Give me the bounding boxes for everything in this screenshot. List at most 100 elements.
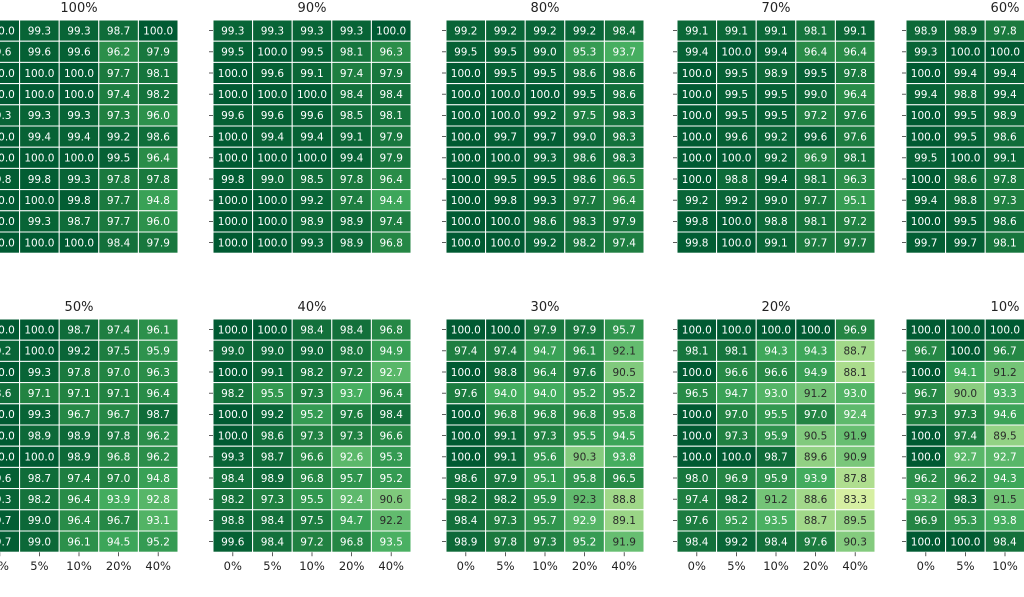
- cell-value-label: 100.0: [682, 409, 712, 421]
- cell-value-label: 99.5: [533, 174, 556, 186]
- cell-value-label: 96.4: [533, 367, 557, 379]
- cell-value-label: 100.0: [0, 216, 15, 228]
- cell-value-label: 98.6: [573, 153, 597, 165]
- panel-title: 80%: [531, 1, 560, 16]
- cell-value-label: 90.6: [380, 494, 404, 506]
- cell-value-label: 99.4: [67, 131, 91, 143]
- cell-value-label: 95.2: [300, 409, 323, 421]
- cell-value-label: 97.3: [914, 409, 937, 421]
- cell-value-label: 100.0: [451, 452, 481, 464]
- cell-value-label: 99.2: [261, 409, 284, 421]
- cell-value-label: 98.9: [28, 430, 51, 442]
- cell-value-label: 98.6: [993, 216, 1017, 228]
- cell-value-label: 100.0: [721, 452, 751, 464]
- cell-value-label: 100.0: [218, 89, 248, 101]
- cell-value-label: 97.9: [380, 68, 403, 80]
- cell-value-label: 99.4: [914, 89, 938, 101]
- cell-value-label: 97.4: [954, 430, 978, 442]
- cell-value-label: 99.4: [300, 131, 324, 143]
- cell-value-label: 99.1: [494, 452, 517, 464]
- cell-value-label: 100.0: [218, 68, 248, 80]
- cell-value-label: 99.3: [0, 110, 11, 122]
- cell-value-label: 97.2: [340, 367, 363, 379]
- cell-value-label: 93.9: [107, 494, 130, 506]
- cell-value-label: 98.7: [67, 324, 90, 336]
- cell-value-label: 100.0: [721, 153, 751, 165]
- cell-value-label: 92.6: [340, 452, 364, 464]
- cell-value-label: 97.9: [613, 216, 636, 228]
- cell-value-label: 100.0: [257, 89, 287, 101]
- cell-value-label: 100.0: [24, 324, 54, 336]
- cell-value-label: 97.9: [380, 131, 403, 143]
- cell-value-label: 93.8: [993, 515, 1016, 527]
- cell-value-label: 91.5: [993, 494, 1016, 506]
- cell-value-label: 99.5: [764, 89, 787, 101]
- cell-value-label: 97.7: [107, 195, 130, 207]
- heatmap-panel-8: 30% 100.0 100.0 97.9 97.9 95.7 97.4 97.4 94.7 96.…: [442, 300, 645, 573]
- cell-value-label: 96.7: [67, 409, 90, 421]
- cell-value-label: 99.2: [533, 237, 556, 249]
- cell-value-label: 98.2: [28, 494, 51, 506]
- cell-value-label: 90.5: [613, 367, 636, 379]
- panel-title: 70%: [762, 1, 791, 16]
- cell-value-label: 97.7: [573, 195, 596, 207]
- cell-value-label: 98.9: [300, 216, 323, 228]
- cell-value-label: 94.8: [147, 195, 170, 207]
- cell-value-label: 96.6: [764, 367, 788, 379]
- cell-value-label: 94.4: [380, 195, 404, 207]
- cell-value-label: 100.0: [257, 195, 287, 207]
- cell-value-label: 94.7: [533, 346, 556, 358]
- cell-value-label: 100.0: [24, 452, 54, 464]
- cell-value-label: 100.0: [950, 536, 980, 548]
- cell-value-label: 96.0: [147, 216, 170, 228]
- cell-value-label: 97.7: [844, 237, 867, 249]
- cell-value-label: 91.9: [844, 430, 867, 442]
- cell-value-label: 99.3: [261, 25, 284, 37]
- cell-value-label: 99.3: [300, 25, 323, 37]
- cell-value-label: 100.0: [64, 68, 94, 80]
- cell-value-label: 99.6: [28, 47, 52, 59]
- cell-value-label: 88.7: [804, 515, 827, 527]
- cell-value-label: 96.9: [725, 473, 748, 485]
- cell-value-label: 100.0: [218, 131, 248, 143]
- cell-value-label: 100.0: [911, 110, 941, 122]
- cell-value-label: 100.0: [761, 324, 791, 336]
- cell-value-label: 98.6: [261, 430, 285, 442]
- cell-value-label: 98.6: [0, 388, 12, 400]
- cell-value-label: 99.3: [221, 25, 244, 37]
- cell-value-label: 99.3: [533, 153, 556, 165]
- cell-value-label: 98.4: [340, 89, 364, 101]
- cell-value-label: 100.0: [721, 47, 751, 59]
- cell-value-label: 99.6: [725, 131, 749, 143]
- heatmap-cell: [370, 231, 412, 254]
- cell-value-label: 94.0: [533, 388, 556, 400]
- x-tick-label: 20%: [106, 559, 132, 573]
- cell-value-label: 100.0: [682, 174, 712, 186]
- cell-value-label: 100.0: [682, 110, 712, 122]
- cell-value-label: 95.2: [573, 536, 596, 548]
- cell-value-label: 100.0: [0, 25, 15, 37]
- cell-value-label: 99.1: [725, 25, 748, 37]
- cell-value-label: 96.4: [147, 388, 171, 400]
- cell-value-label: 99.1: [300, 68, 323, 80]
- cell-value-label: 99.4: [685, 47, 709, 59]
- cell-value-label: 98.8: [764, 216, 787, 228]
- cell-value-label: 97.6: [573, 367, 597, 379]
- cell-value-label: 100.0: [950, 47, 980, 59]
- cell-value-label: 99.2: [764, 131, 787, 143]
- cell-value-label: 89.5: [844, 515, 867, 527]
- cell-value-label: 90.5: [804, 430, 827, 442]
- cell-value-label: 99.2: [533, 25, 556, 37]
- cell-value-label: 96.4: [844, 47, 868, 59]
- cell-value-label: 98.9: [67, 430, 90, 442]
- cell-value-label: 90.0: [954, 388, 977, 400]
- cell-value-label: 96.1: [67, 536, 90, 548]
- cell-value-label: 98.1: [804, 174, 827, 186]
- cell-value-label: 94.7: [725, 388, 748, 400]
- cell-value-label: 94.9: [804, 367, 827, 379]
- cell-value-label: 98.6: [147, 131, 171, 143]
- cell-value-label: 99.5: [804, 68, 827, 80]
- cell-value-label: 99.6: [221, 536, 245, 548]
- cell-value-label: 92.7: [380, 367, 403, 379]
- cell-value-label: 99.3: [221, 452, 244, 464]
